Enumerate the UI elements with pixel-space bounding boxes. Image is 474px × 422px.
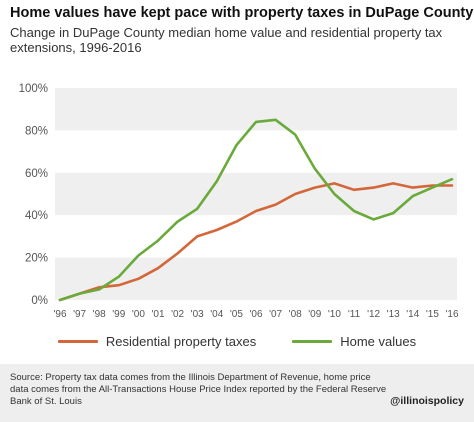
- chart-subtitle: Change in DuPage County median home valu…: [10, 25, 443, 55]
- x-tick-label: '10: [328, 309, 341, 320]
- plot-band: [55, 172, 457, 216]
- x-tick-label: '04: [210, 309, 223, 320]
- plot-band: [55, 257, 457, 300]
- footer: Source: Property tax data comes from the…: [0, 364, 474, 422]
- y-tick-label: 80%: [25, 125, 48, 137]
- y-tick-label: 100%: [19, 83, 48, 95]
- x-tick-label: '08: [289, 309, 302, 320]
- chart-plot: 0% 20% 40% 60% 80% 100% '96 '97 '98 '99 '00 '01 '02 '…: [19, 83, 459, 320]
- x-tick-label: '07: [269, 309, 282, 320]
- x-tick-label: '12: [367, 309, 380, 320]
- chart-title: Home values have kept pace with property…: [10, 5, 474, 21]
- series-line-home-values: [58, 118, 454, 302]
- x-tick-label: '02: [171, 309, 184, 320]
- x-tick-label: '09: [308, 309, 321, 320]
- brand-handle: @illinoispolicy: [390, 395, 464, 407]
- x-tick-label: '98: [93, 309, 106, 320]
- x-tick-label: '00: [132, 309, 145, 320]
- y-tick-label: 60%: [25, 168, 48, 180]
- x-tick-label: '13: [387, 309, 400, 320]
- legend-item-residential-property-taxes: Residential property taxes: [57, 333, 257, 349]
- source-note: Source: Property tax data comes from the…: [10, 372, 387, 407]
- y-tick-label: 0%: [31, 295, 48, 307]
- legend-swatch-residential-property-taxes: [57, 339, 98, 343]
- y-tick-label: 20%: [25, 253, 48, 265]
- legend-swatch-home-values: [292, 339, 333, 343]
- x-tick-label: '05: [230, 309, 243, 320]
- x-tick-label: '99: [112, 309, 125, 320]
- plot-band: [55, 88, 457, 131]
- chart-legend: Residential property taxes Home values: [0, 331, 474, 351]
- x-tick-label: '11: [348, 309, 361, 320]
- x-tick-label: '96: [53, 309, 66, 320]
- x-tick-label: '03: [191, 309, 204, 320]
- y-tick-label: 40%: [25, 210, 48, 222]
- legend-item-home-values: Home values: [292, 334, 416, 349]
- x-tick-label: '14: [406, 309, 419, 320]
- x-tick-label: '15: [426, 309, 439, 320]
- series-line-residential-property-taxes: [58, 182, 454, 302]
- legend-label-home-values: Home values: [340, 333, 417, 349]
- x-tick-label: '06: [249, 309, 262, 320]
- x-tick-label: '97: [73, 309, 86, 320]
- x-tick-label: '01: [151, 309, 164, 320]
- legend-label-residential-property-taxes: Residential property taxes: [105, 333, 257, 349]
- x-tick-label: '16: [445, 309, 458, 320]
